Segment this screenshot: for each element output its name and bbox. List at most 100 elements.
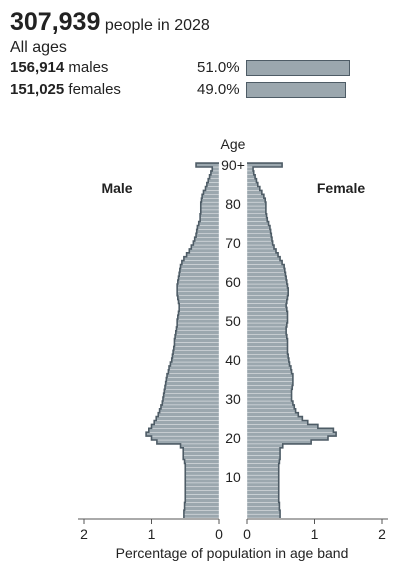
females-percent: 49.0% [197, 81, 240, 98]
male-bar-age-70 [193, 240, 220, 246]
male-bar-age-59 [176, 283, 220, 289]
female-bar-age-33 [246, 385, 293, 390]
female-bar-age-15 [246, 455, 281, 460]
female-bar-age-8 [246, 482, 279, 487]
female-bar-age-17 [246, 447, 281, 452]
female-bar-age-46 [246, 334, 288, 339]
male-bar-age-2 [184, 506, 220, 511]
male-bar-age-1 [183, 510, 220, 515]
female-bar-age-12 [246, 467, 279, 472]
age-tick-label-70: 70 [225, 235, 241, 251]
male-bar-age-5 [185, 494, 220, 499]
females-label: females [68, 81, 121, 98]
female-bar-age-28 [246, 404, 295, 409]
male-bar-age-51 [177, 315, 220, 320]
male-bar-age-75 [198, 221, 220, 226]
female-bar-age-70 [246, 240, 273, 246]
x-tick-label: 2 [80, 526, 88, 542]
female-bar-age-54 [246, 303, 287, 308]
female-bar-age-81 [246, 198, 266, 203]
male-bar-age-46 [174, 334, 220, 339]
female-bar-age-56 [246, 295, 288, 300]
male-bar-age-9 [185, 478, 220, 484]
male-bar-age-72 [195, 233, 220, 238]
male-bar-age-64 [180, 264, 220, 269]
female-bar-age-3 [246, 502, 280, 507]
summary-header: 307,939 people in 2028 All ages 156,914 … [10, 6, 402, 101]
male-bar-age-23 [151, 424, 220, 429]
male-bar-age-40 [171, 357, 220, 363]
male-bar-age-32 [164, 389, 220, 394]
age-tick-label-80: 80 [225, 196, 241, 212]
male-bar-age-13 [185, 463, 220, 468]
age-tick-label-40: 40 [225, 352, 241, 368]
male-bar-age-31 [163, 393, 220, 398]
female-bar-age-25 [246, 416, 303, 421]
female-bar-age-9 [246, 478, 279, 484]
male-bar-age-42 [172, 350, 220, 355]
female-bar-age-60 [246, 279, 288, 285]
female-bar-age-27 [246, 408, 296, 413]
female-bar-age-57 [246, 291, 289, 296]
total-population-suffix: people in 2028 [104, 17, 210, 34]
age-tick-label-90: 90+ [221, 157, 245, 173]
male-bar-age-29 [162, 400, 220, 406]
male-bar-age-12 [185, 467, 220, 472]
male-bar-age-52 [178, 311, 220, 316]
female-bar-age-77 [246, 213, 267, 218]
female-bar-age-24 [246, 420, 308, 425]
female-bar-age-13 [246, 463, 279, 468]
male-bar-age-65 [181, 260, 220, 265]
age-tick-label-50: 50 [225, 313, 241, 329]
female-bar-age-6 [246, 490, 279, 495]
male-bar-age-41 [172, 354, 220, 359]
total-population-line: 307,939 people in 2028 [10, 6, 402, 38]
males-count: 156,914 [10, 59, 65, 76]
female-bar-age-79 [246, 205, 267, 211]
male-bar-age-49 [176, 322, 220, 328]
female-bar-age-69 [246, 244, 275, 250]
male-bar-age-63 [179, 268, 220, 273]
male-bars [145, 162, 220, 519]
male-bar-age-20 [151, 435, 220, 441]
male-bar-age-56 [177, 295, 220, 300]
x-tick-label: 1 [311, 526, 319, 542]
male-bar-age-0 [183, 513, 220, 519]
male-bar-age-6 [185, 490, 220, 495]
female-bar-age-73 [246, 229, 271, 234]
males-percent-bar [246, 60, 350, 76]
male-bar-age-18 [180, 443, 220, 448]
male-bar-age-58 [176, 287, 220, 292]
male-bar-age-10 [185, 474, 220, 480]
female-bar-age-64 [246, 264, 285, 269]
female-bar-age-44 [246, 342, 288, 347]
female-bar-age-80 [246, 201, 267, 207]
female-bar-age-76 [246, 217, 268, 222]
males-row: 156,914 males 51.0% [10, 57, 402, 79]
male-bar-age-17 [183, 447, 220, 452]
male-bar-age-11 [185, 471, 220, 476]
x-axis-title: Percentage of population in age band [116, 545, 349, 561]
male-bar-age-74 [197, 225, 220, 230]
female-bar-age-31 [246, 393, 292, 398]
female-bar-age-50 [246, 318, 288, 324]
x-tick-label: 0 [215, 526, 223, 542]
male-bar-age-53 [179, 307, 220, 312]
female-bar-age-53 [246, 307, 288, 312]
female-bar-age-35 [246, 377, 294, 382]
female-bar-age-74 [246, 225, 271, 230]
age-tick-label-30: 30 [225, 391, 241, 407]
male-bar-age-50 [176, 318, 220, 324]
female-bar-age-41 [246, 354, 289, 359]
male-bar-age-78 [200, 209, 220, 214]
female-bar-age-11 [246, 471, 279, 476]
male-bar-age-79 [200, 205, 220, 211]
x-tick-label: 2 [378, 526, 386, 542]
male-bar-age-47 [175, 330, 220, 335]
female-bar-age-63 [246, 268, 285, 273]
female-bar-age-18 [246, 443, 283, 448]
female-outline [247, 162, 337, 518]
female-bar-age-45 [246, 338, 288, 343]
male-bar-age-14 [184, 459, 220, 464]
